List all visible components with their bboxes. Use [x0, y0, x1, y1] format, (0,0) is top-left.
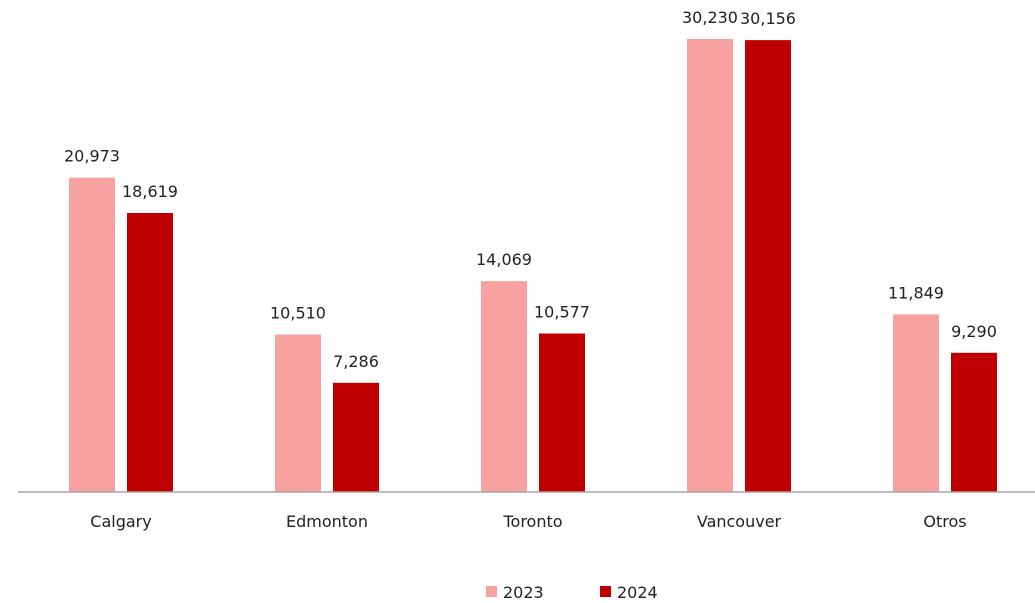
- value-label-calgary-2024: 18,619: [122, 182, 178, 201]
- category-label-toronto: Toronto: [502, 512, 562, 531]
- legend-label-2023: 2023: [503, 583, 544, 602]
- value-label-toronto-2023: 14,069: [476, 250, 532, 269]
- value-label-otros-2023: 11,849: [888, 283, 944, 302]
- category-label-calgary: Calgary: [90, 512, 151, 531]
- bar-vancouver-2024: [745, 40, 791, 493]
- bars-group: [69, 39, 997, 493]
- value-label-edmonton-2024: 7,286: [333, 352, 379, 371]
- value-label-vancouver-2023: 30,230: [682, 8, 738, 27]
- legend-label-2024: 2024: [617, 583, 658, 602]
- category-label-edmonton: Edmonton: [286, 512, 368, 531]
- bar-otros-2024: [951, 352, 997, 492]
- category-labels-group: Calgary Edmonton Toronto Vancouver Otros: [90, 512, 966, 531]
- value-label-vancouver-2024: 30,156: [740, 9, 796, 28]
- legend-swatch-2024: [600, 586, 611, 597]
- bar-toronto-2024: [539, 333, 585, 492]
- value-label-otros-2024: 9,290: [951, 322, 997, 341]
- legend-swatch-2023: [486, 586, 497, 597]
- bar-edmonton-2024: [333, 382, 379, 492]
- bar-calgary-2023: [69, 177, 115, 492]
- category-label-otros: Otros: [923, 512, 966, 531]
- value-label-calgary-2023: 20,973: [64, 147, 120, 166]
- value-label-toronto-2024: 10,577: [534, 303, 590, 322]
- bar-calgary-2024: [127, 212, 173, 492]
- bar-toronto-2023: [481, 281, 527, 492]
- value-label-edmonton-2023: 10,510: [270, 304, 326, 323]
- bar-otros-2023: [893, 314, 939, 492]
- bar-vancouver-2023: [687, 39, 733, 492]
- bar-edmonton-2023: [275, 334, 321, 492]
- legend: 2023 2024: [486, 583, 658, 602]
- category-label-vancouver: Vancouver: [697, 512, 782, 531]
